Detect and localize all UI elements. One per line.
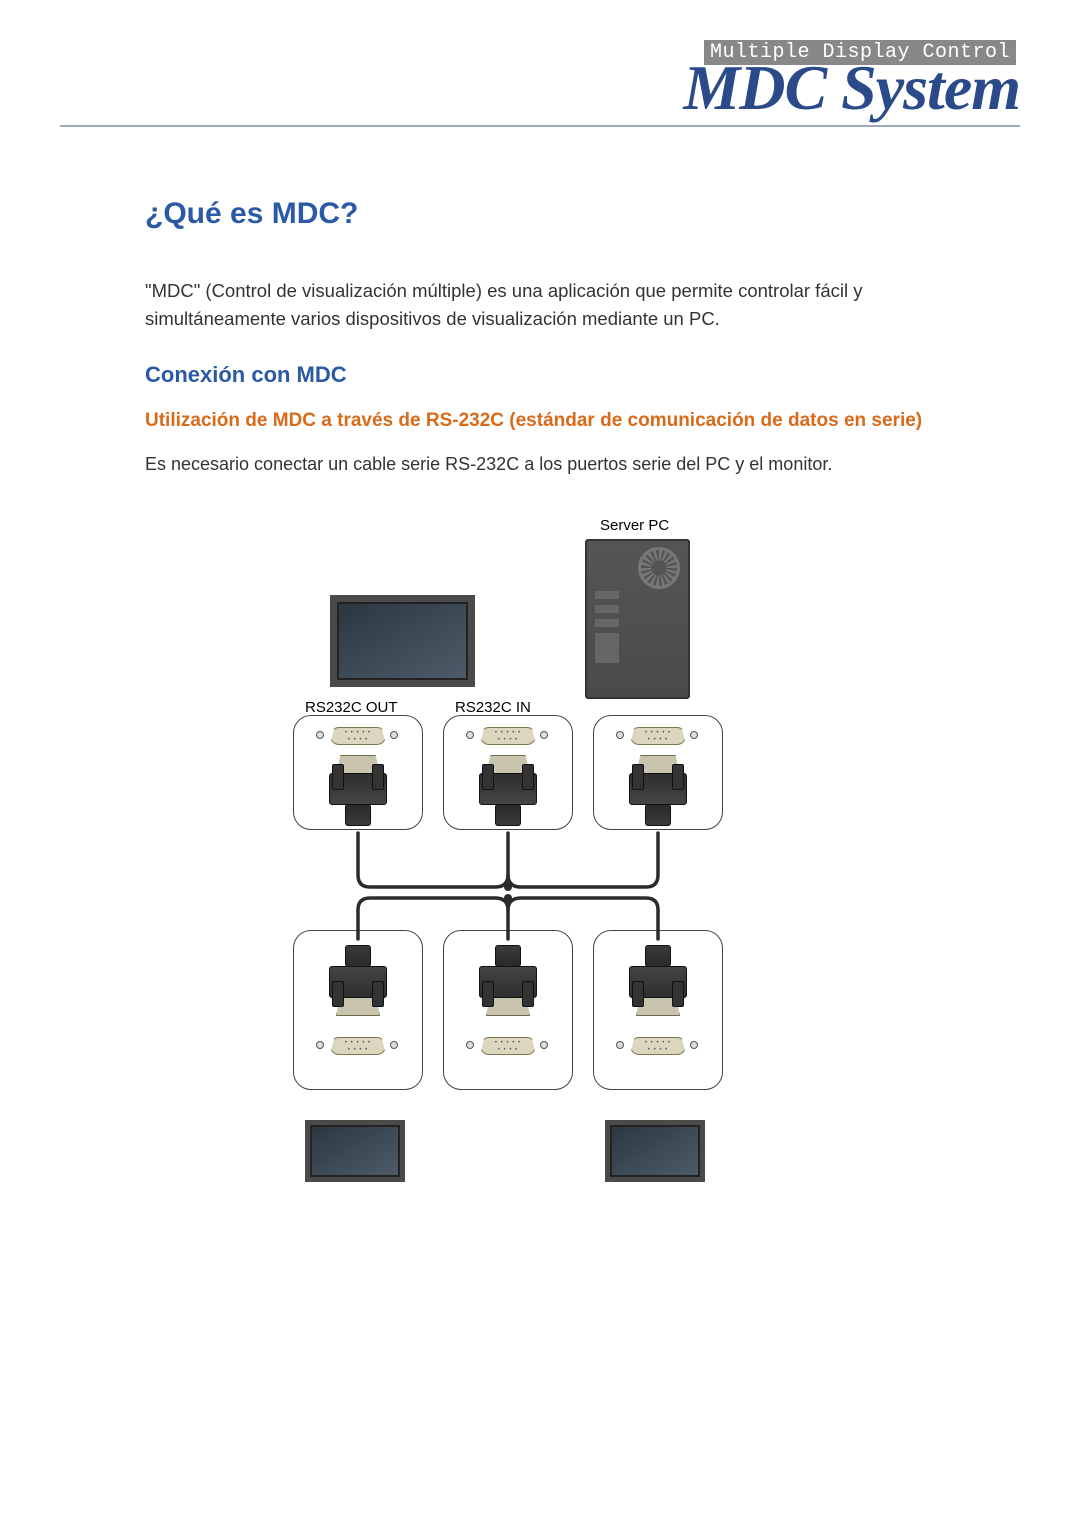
screw-icon xyxy=(690,1041,698,1049)
db9-connector-icon xyxy=(627,945,689,1016)
screw-icon xyxy=(466,1041,474,1049)
screw-icon xyxy=(316,731,324,739)
page-title: ¿Qué es MDC? xyxy=(145,197,950,231)
serial-port-icon xyxy=(630,1037,686,1055)
screw-icon xyxy=(316,1041,324,1049)
screw-icon xyxy=(540,731,548,739)
subsection-heading: Utilización de MDC a través de RS-232C (… xyxy=(145,410,950,432)
connection-diagram: Server PCRS232C OUTRS232C INRS232C INRS2… xyxy=(285,515,845,1235)
screw-icon xyxy=(390,731,398,739)
serial-port-icon xyxy=(330,1037,386,1055)
serial-port-icon xyxy=(630,727,686,745)
section-heading: Conexión con MDC xyxy=(145,362,950,388)
page-header: Multiple Display Control MDC System xyxy=(60,40,1020,127)
db9-connector-icon xyxy=(627,755,689,826)
monitor-icon xyxy=(330,595,475,687)
server-tower-icon xyxy=(585,539,690,699)
page-content: ¿Qué es MDC? "MDC" (Control de visualiza… xyxy=(60,197,1020,1235)
screw-icon xyxy=(690,731,698,739)
monitor-icon xyxy=(305,1120,405,1182)
diagram-label-top_left: RS232C OUT xyxy=(305,699,398,716)
screw-icon xyxy=(616,1041,624,1049)
screw-icon xyxy=(466,731,474,739)
db9-connector-icon xyxy=(477,945,539,1016)
db9-connector-icon xyxy=(327,945,389,1016)
serial-port-icon xyxy=(330,727,386,745)
serial-port-icon xyxy=(480,727,536,745)
screw-icon xyxy=(616,731,624,739)
intro-paragraph: "MDC" (Control de visualización múltiple… xyxy=(145,277,950,334)
diagram-label-top_right: RS232C IN xyxy=(455,699,531,716)
screw-icon xyxy=(540,1041,548,1049)
screw-icon xyxy=(390,1041,398,1049)
serial-port-icon xyxy=(480,1037,536,1055)
monitor-icon xyxy=(605,1120,705,1182)
diagram-label-server: Server PC xyxy=(600,517,669,534)
header-logo: MDC System xyxy=(60,59,1020,117)
db9-connector-icon xyxy=(477,755,539,826)
db9-connector-icon xyxy=(327,755,389,826)
subsection-description: Es necesario conectar un cable serie RS-… xyxy=(145,454,950,475)
